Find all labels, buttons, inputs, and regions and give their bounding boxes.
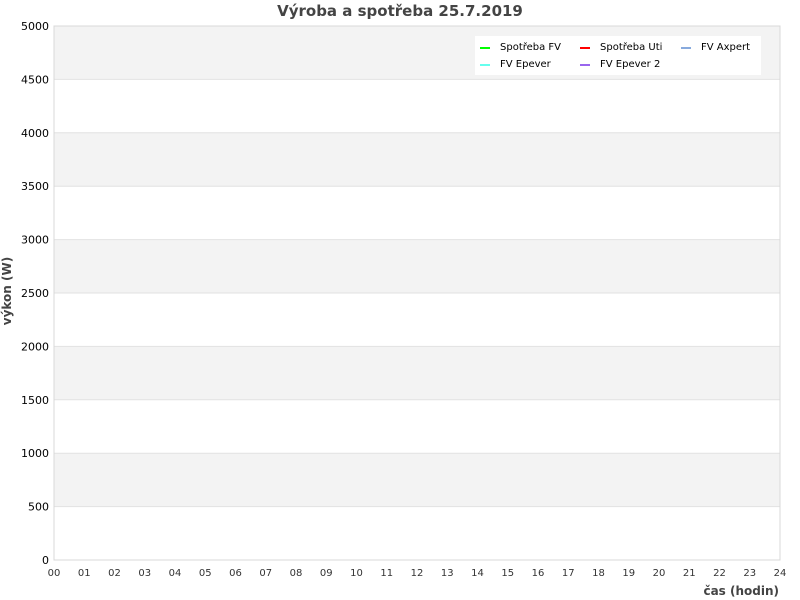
y-tick-label: 0 [42, 554, 49, 567]
legend-swatch [480, 63, 490, 66]
grid-band [54, 132, 780, 187]
legend-item: FV Epever [480, 59, 551, 70]
x-tick-label: 04 [169, 568, 182, 579]
y-tick-label: 500 [28, 501, 49, 514]
x-tick-label: 16 [532, 568, 545, 579]
grid-band [54, 186, 780, 240]
grid-band [54, 79, 780, 133]
x-tick-label: 06 [229, 568, 242, 579]
x-tick-label: 03 [138, 568, 151, 579]
x-tick-label: 23 [743, 568, 756, 579]
legend-label: FV Epever [500, 59, 551, 70]
x-tick-label: 08 [290, 568, 303, 579]
x-tick-label: 07 [259, 568, 272, 579]
x-tick-label: 19 [622, 568, 635, 579]
legend-swatch [480, 46, 490, 49]
x-tick-label: 11 [380, 568, 393, 579]
x-tick-label: 01 [78, 568, 91, 579]
x-tick-label: 05 [199, 568, 212, 579]
x-tick-label: 10 [350, 568, 363, 579]
x-tick-label: 13 [441, 568, 454, 579]
legend-swatch [681, 46, 691, 49]
y-tick-label: 4500 [21, 73, 49, 86]
x-tick-label: 14 [471, 568, 484, 579]
x-tick-label: 20 [653, 568, 666, 579]
x-tick-label: 00 [48, 568, 61, 579]
grid-band [54, 239, 780, 293]
y-tick-label: 4000 [21, 127, 49, 140]
x-tick-label: 12 [411, 568, 424, 579]
legend-label: Spotřeba Uti [600, 42, 663, 53]
x-tick-label: 09 [320, 568, 333, 579]
legend-label: FV Epever 2 [600, 59, 661, 70]
y-tick-label: 2500 [21, 287, 49, 300]
legend-item: Spotřeba Uti [580, 42, 662, 53]
legend: Spotřeba FV Spotřeba Uti FV Axpert FV Ep… [475, 36, 761, 75]
chart-title: Výroba a spotřeba 25.7.2019 [277, 2, 523, 20]
grid-band [54, 346, 780, 400]
x-tick-label: 15 [501, 568, 514, 579]
x-tick-label: 17 [562, 568, 575, 579]
x-tick-label: 24 [774, 568, 787, 579]
y-tick-label: 1500 [21, 394, 49, 407]
legend-item: Spotřeba FV [480, 42, 561, 53]
x-tick-label: 21 [683, 568, 696, 579]
legend-label: Spotřeba FV [500, 42, 562, 53]
legend-item: FV Axpert [681, 42, 750, 53]
y-tick-label: 3000 [21, 234, 49, 247]
grid-band [54, 453, 780, 507]
legend-label: FV Axpert [701, 42, 751, 53]
grid-band [54, 506, 780, 560]
grid-band [54, 399, 780, 454]
y-tick-label: 3500 [21, 180, 49, 193]
x-tick-label: 18 [592, 568, 605, 579]
legend-swatch [580, 63, 590, 66]
legend-swatch [580, 46, 590, 49]
legend-item: FV Epever 2 [580, 59, 660, 70]
x-tick-label: 02 [108, 568, 121, 579]
x-tick-label: 22 [713, 568, 726, 579]
y-tick-label: 5000 [21, 20, 49, 33]
grid-band [54, 293, 780, 347]
y-tick-label: 1000 [21, 447, 49, 460]
y-tick-label: 2000 [21, 340, 49, 353]
x-axis-label: čas (hodin) [703, 584, 779, 598]
plot-border [53, 25, 781, 561]
